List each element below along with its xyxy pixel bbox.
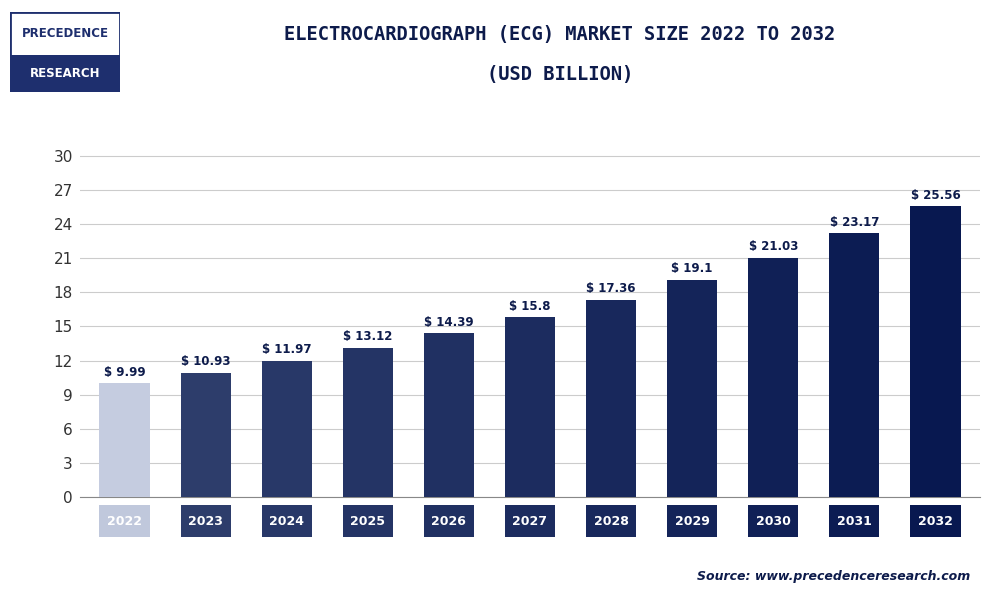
Bar xyxy=(667,279,717,497)
Bar xyxy=(505,317,555,497)
Text: $ 19.1: $ 19.1 xyxy=(671,262,713,275)
Bar xyxy=(910,206,961,497)
Text: Source: www.precedenceresearch.com: Source: www.precedenceresearch.com xyxy=(697,570,970,583)
Bar xyxy=(343,348,393,497)
Bar xyxy=(99,384,150,497)
Text: (USD BILLION): (USD BILLION) xyxy=(487,66,633,85)
FancyBboxPatch shape xyxy=(10,55,120,92)
Text: ELECTROCARDIOGRAPH (ECG) MARKET SIZE 2022 TO 2032: ELECTROCARDIOGRAPH (ECG) MARKET SIZE 202… xyxy=(284,25,836,44)
Text: 2027: 2027 xyxy=(512,514,547,527)
FancyBboxPatch shape xyxy=(99,505,150,537)
Text: 2029: 2029 xyxy=(675,514,710,527)
Bar xyxy=(181,373,231,497)
Text: $ 11.97: $ 11.97 xyxy=(262,343,312,356)
Text: $ 23.17: $ 23.17 xyxy=(830,215,879,229)
Bar xyxy=(586,300,636,497)
Text: $ 14.39: $ 14.39 xyxy=(424,316,474,329)
Text: 2022: 2022 xyxy=(107,514,142,527)
Text: $ 10.93: $ 10.93 xyxy=(181,355,230,368)
Text: $ 17.36: $ 17.36 xyxy=(586,282,636,295)
Text: 2028: 2028 xyxy=(594,514,629,527)
FancyBboxPatch shape xyxy=(181,505,231,537)
Bar xyxy=(829,233,879,497)
FancyBboxPatch shape xyxy=(748,505,798,537)
Text: $ 15.8: $ 15.8 xyxy=(509,300,551,313)
FancyBboxPatch shape xyxy=(262,505,312,537)
Text: $ 25.56: $ 25.56 xyxy=(911,189,960,201)
FancyBboxPatch shape xyxy=(667,505,717,537)
Text: $ 21.03: $ 21.03 xyxy=(749,240,798,253)
Text: PRECEDENCE: PRECEDENCE xyxy=(22,27,108,40)
Bar xyxy=(262,361,312,497)
Text: 2032: 2032 xyxy=(918,514,953,527)
Text: 2030: 2030 xyxy=(756,514,791,527)
Text: 2026: 2026 xyxy=(431,514,466,527)
Bar xyxy=(748,258,798,497)
Text: 2025: 2025 xyxy=(350,514,385,527)
Text: 2024: 2024 xyxy=(269,514,304,527)
Bar xyxy=(424,333,474,497)
FancyBboxPatch shape xyxy=(424,505,474,537)
FancyBboxPatch shape xyxy=(910,505,961,537)
Text: 2023: 2023 xyxy=(188,514,223,527)
Text: $ 9.99: $ 9.99 xyxy=(104,366,145,379)
Text: 2031: 2031 xyxy=(837,514,872,527)
FancyBboxPatch shape xyxy=(10,12,120,92)
FancyBboxPatch shape xyxy=(343,505,393,537)
Text: RESEARCH: RESEARCH xyxy=(30,67,100,80)
FancyBboxPatch shape xyxy=(505,505,555,537)
Text: $ 13.12: $ 13.12 xyxy=(343,330,393,343)
FancyBboxPatch shape xyxy=(586,505,636,537)
FancyBboxPatch shape xyxy=(829,505,879,537)
